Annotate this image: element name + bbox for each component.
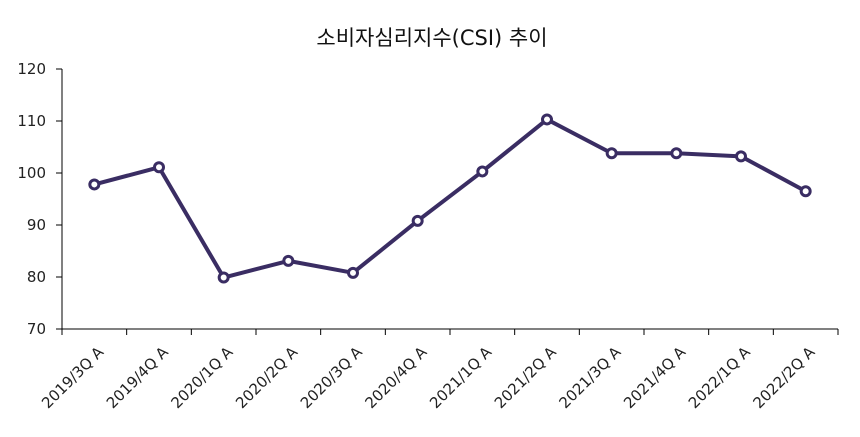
- data-point-marker: [217, 271, 230, 284]
- y-tick-label: 110: [17, 112, 46, 130]
- x-tick-label: 2021/1Q A: [426, 343, 496, 413]
- y-tick-label: 90: [27, 216, 46, 234]
- x-tick-label: 2019/4Q A: [103, 343, 173, 413]
- data-point-marker: [605, 147, 618, 160]
- series-line-group: [88, 113, 812, 284]
- data-point-marker: [670, 147, 683, 160]
- x-tick-label: 2020/1Q A: [167, 343, 237, 413]
- data-point-marker: [541, 113, 553, 126]
- y-tick-label: 80: [27, 268, 46, 286]
- data-point-marker: [347, 266, 359, 279]
- data-point-marker: [88, 178, 101, 191]
- x-tick-label: 2021/2Q A: [491, 343, 561, 413]
- y-axis: 70 80 90 100 110 120: [17, 60, 63, 338]
- x-tick-label: 2021/4Q A: [620, 343, 690, 413]
- x-tick-label: 2022/1Q A: [685, 343, 755, 413]
- x-tick-label: 2019/3Q A: [38, 343, 108, 413]
- data-point-marker: [476, 165, 489, 178]
- x-tick-label: 2020/3Q A: [297, 343, 367, 413]
- data-point-marker: [735, 150, 747, 163]
- series-line: [92, 117, 808, 280]
- x-tick-label: 2021/3Q A: [555, 343, 625, 413]
- x-tick-label: 2020/2Q A: [232, 343, 302, 413]
- y-tick-label: 70: [27, 320, 46, 338]
- y-tick-label: 120: [17, 60, 46, 78]
- x-tick-label: 2022/2Q A: [749, 343, 819, 413]
- data-point-marker: [411, 214, 424, 227]
- data-point-marker: [153, 161, 165, 174]
- x-tick-label: 2020/4Q A: [361, 343, 431, 413]
- y-tick-label: 100: [17, 164, 46, 182]
- data-point-marker: [799, 185, 812, 198]
- chart-title: 소비자심리지수(CSI) 추이: [316, 26, 547, 50]
- data-point-marker: [282, 254, 295, 267]
